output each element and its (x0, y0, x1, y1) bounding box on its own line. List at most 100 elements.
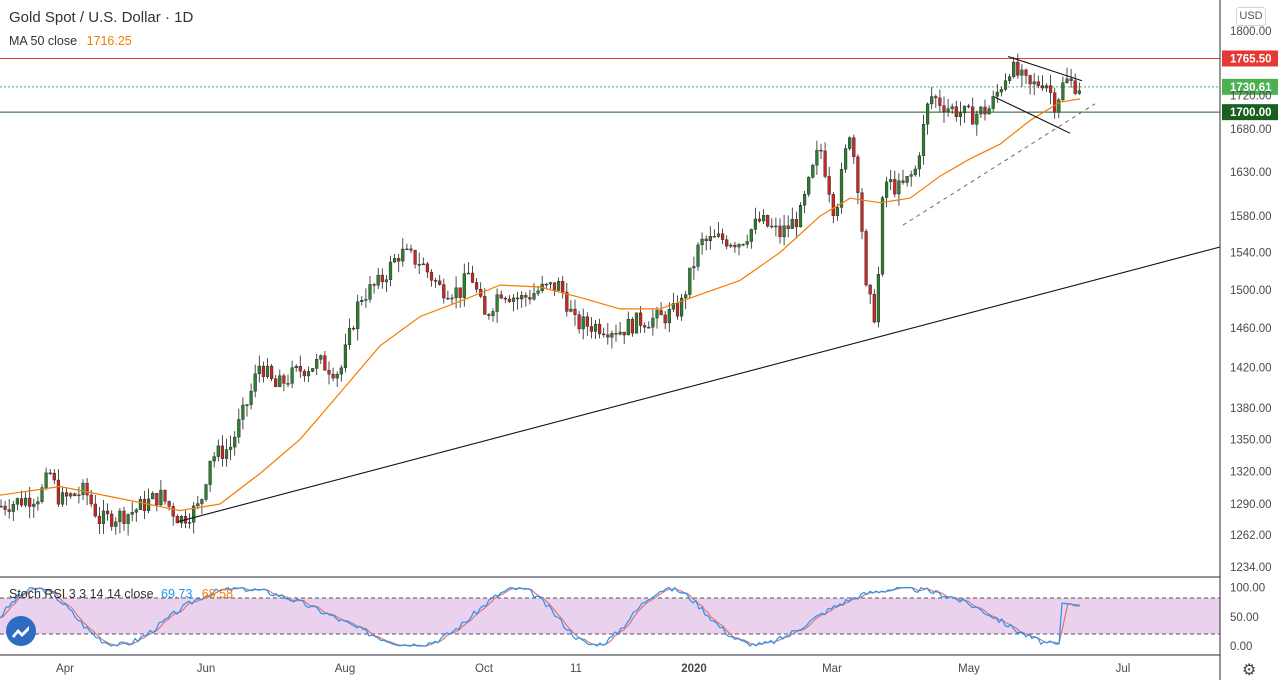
interval-label[interactable]: 1D (174, 9, 194, 26)
time-axis[interactable]: Apr Jun Aug Oct 11 2020 Mar May Jul (56, 663, 1130, 675)
candle-body (975, 113, 979, 125)
candle-body (1053, 92, 1057, 113)
candle-body (561, 281, 565, 293)
candle-body (762, 215, 766, 222)
candle-body (40, 487, 44, 502)
candle-body (991, 96, 995, 109)
candle-body (602, 333, 606, 336)
price-tick: 1580.00 (1230, 211, 1272, 223)
price-badge (1222, 50, 1278, 67)
candle-body (69, 493, 73, 497)
candle-body (524, 295, 528, 298)
candle-body (187, 522, 192, 524)
tradingview-logo-icon[interactable] (6, 616, 36, 646)
candle-body (1048, 85, 1053, 93)
candle-body (286, 383, 290, 385)
candle-body (593, 323, 598, 332)
currency-badge[interactable]: USD (1236, 7, 1266, 26)
candle-body (880, 197, 885, 275)
candle-body (388, 261, 393, 280)
candle-body (368, 284, 372, 300)
candle-body (786, 225, 790, 229)
candle-body (110, 513, 114, 527)
candle-body (1016, 61, 1020, 76)
trendline-long-term-support[interactable] (177, 246, 1221, 523)
candle-body (950, 106, 954, 109)
candle-body (507, 298, 511, 302)
candle-body (798, 205, 803, 228)
candle-body (503, 297, 507, 300)
candle-body (803, 194, 807, 206)
candle-body (626, 319, 630, 336)
price-tick: 1720.00 (1230, 91, 1272, 103)
trendline-triangle-lower[interactable] (994, 96, 1071, 134)
candle-body (126, 514, 130, 524)
candle-body (278, 375, 282, 387)
candle-body (885, 181, 889, 198)
candle-body (282, 375, 286, 384)
candle-body (11, 504, 15, 512)
ma-legend[interactable]: MA 50 close 1716.25 (9, 34, 132, 48)
candle-body (901, 180, 905, 183)
candle-body (105, 510, 110, 515)
candle-body (159, 489, 163, 506)
candle-body (569, 308, 573, 312)
gear-icon[interactable]: ⚙ (1242, 662, 1257, 679)
candle-body (487, 314, 491, 317)
candle-body (536, 290, 540, 294)
price-badge-label: 1730.61 (1230, 82, 1272, 94)
candle-body (331, 373, 335, 379)
candle-body (28, 497, 32, 507)
trendline-dashed-support[interactable] (902, 103, 1096, 226)
price-tick: 1350.00 (1230, 434, 1272, 446)
candle-body (442, 284, 446, 299)
candle-body (343, 344, 347, 369)
candle-body (438, 280, 442, 285)
candle-body (118, 510, 122, 523)
candle-body (81, 482, 85, 496)
candle-body (241, 404, 245, 420)
candle-body (417, 264, 421, 266)
candle-body (56, 479, 60, 505)
candle-body (1008, 76, 1012, 81)
candle-body (319, 355, 323, 360)
candle-body (311, 368, 315, 372)
stoch-legend[interactable]: Stoch RSI 3 3 14 14 close 69.73 68.58 (9, 587, 233, 601)
candle-body (913, 168, 917, 175)
candle-body (938, 97, 942, 106)
candle-body (811, 164, 815, 178)
candle-body (856, 156, 860, 193)
candle-body (245, 404, 249, 406)
candle-body (577, 314, 581, 330)
candle-body (196, 503, 200, 507)
trendline-triangle-upper[interactable] (1007, 55, 1083, 82)
candle-body (643, 325, 647, 328)
candle-body (347, 327, 352, 345)
candle-body (446, 297, 450, 300)
candle-body (138, 499, 142, 510)
candle-body (979, 106, 983, 115)
stoch-axis[interactable]: 100.00 50.00 0.00 (1230, 583, 1265, 653)
candle-body (790, 218, 794, 229)
candle-body (876, 274, 880, 323)
ma-label: MA 50 close (9, 34, 78, 48)
candle-body (1036, 81, 1040, 86)
candle-body (680, 297, 684, 317)
candles (0, 53, 1081, 536)
quote-name: U.S. Dollar (88, 9, 161, 26)
candle-body (134, 509, 138, 513)
candle-body (1061, 82, 1065, 100)
time-tick: Jun (197, 663, 216, 675)
price-tick: 1460.00 (1230, 323, 1272, 335)
candle-body (708, 236, 712, 241)
candle-body (671, 303, 675, 310)
candle-body (794, 218, 798, 228)
candle-body (930, 96, 934, 105)
candle-body (1028, 75, 1032, 85)
candle-body (1069, 78, 1073, 81)
candle-body (778, 225, 782, 238)
candle-body (257, 365, 261, 375)
candle-body (630, 319, 634, 334)
